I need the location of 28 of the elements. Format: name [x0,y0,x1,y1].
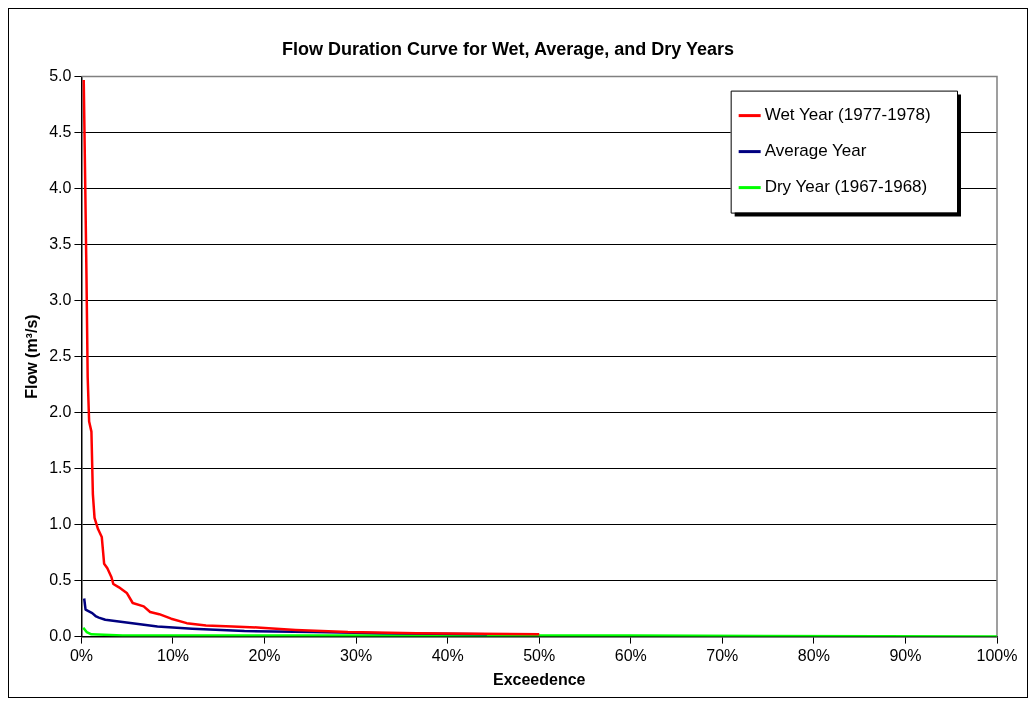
x-tick-label: 50% [523,646,556,664]
y-tick-label: 4.0 [49,179,72,197]
x-tick-label: 60% [614,646,647,664]
y-tick-label: 4.5 [49,123,72,141]
chart-title: Flow Duration Curve for Wet, Average, and Dry Years [281,38,735,59]
y-tick-label: 5.0 [49,67,72,85]
y-tick-label: 0.0 [49,627,72,645]
x-tick-label: 20% [248,646,281,664]
x-tick-label: 0% [69,646,93,664]
x-tick-label: 30% [340,646,373,664]
x-tick-label: 70% [706,646,739,664]
legend-label: Dry Year (1967-1968) [764,177,928,197]
x-tick-label: 90% [889,646,922,664]
x-tick-label: 80% [797,646,830,664]
legend-label: Average Year [764,141,867,161]
y-tick-label: 2.0 [49,403,72,421]
x-tick-label: 100% [976,646,1018,664]
x-axis-title: Exceedence [492,670,586,688]
y-tick-label: 1.0 [49,515,72,533]
x-tick-label: 10% [156,646,190,664]
legend-label: Wet Year (1977-1978) [764,105,931,125]
y-tick-label: 3.5 [49,235,72,253]
y-tick-label: 1.5 [49,459,72,477]
y-tick-label: 0.5 [49,571,72,589]
y-axis-title: Flow (m³/s) [23,314,41,399]
y-tick-label: 2.5 [49,347,72,365]
y-tick-label: 3.0 [49,291,72,309]
x-tick-label: 40% [431,646,464,664]
